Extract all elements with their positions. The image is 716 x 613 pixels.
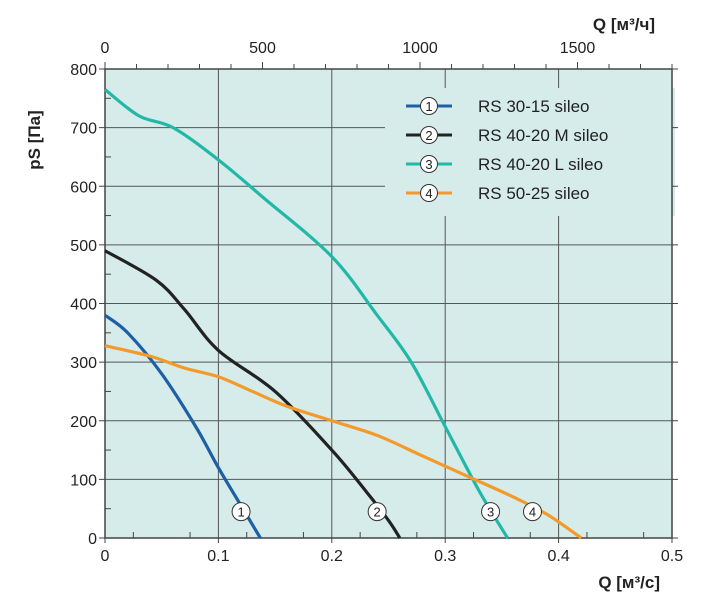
legend-marker-1 bbox=[420, 97, 438, 115]
curve-number-marker bbox=[481, 502, 501, 522]
legend-marker-4 bbox=[420, 184, 438, 202]
curve-number-label: 2 bbox=[374, 505, 381, 520]
legend-marker-3 bbox=[420, 155, 438, 173]
legend-marker-number: 2 bbox=[425, 128, 432, 143]
legend-marker-number: 1 bbox=[425, 99, 432, 114]
y-tick-label: 800 bbox=[70, 62, 97, 79]
curve-number-label: 3 bbox=[487, 505, 494, 520]
legend-label-3: RS 40-20 L sileo bbox=[478, 155, 603, 174]
x-tick-label: 0.5 bbox=[661, 548, 683, 565]
y-tick-label: 700 bbox=[70, 121, 97, 138]
x2-tick-label: 0 bbox=[101, 40, 110, 57]
curve-number-marker bbox=[367, 502, 387, 522]
y-tick-label: 600 bbox=[70, 179, 97, 196]
series-line-3 bbox=[104, 88, 509, 539]
x-tick-label: 0 bbox=[101, 548, 110, 565]
x2-tick-label: 1000 bbox=[402, 40, 438, 57]
legend-label-4: RS 50-25 sileo bbox=[478, 184, 590, 203]
y-tick-label: 0 bbox=[88, 531, 97, 548]
curve-number-marker bbox=[231, 502, 251, 522]
curve-number-label: 4 bbox=[529, 505, 536, 520]
x-tick-label: 0.1 bbox=[207, 548, 229, 565]
curve-number-marker bbox=[523, 502, 543, 522]
y-tick-label: 500 bbox=[70, 238, 97, 255]
x2-tick-label: 500 bbox=[249, 40, 276, 57]
series-line-4 bbox=[104, 344, 583, 540]
x-axis-label: Q [м³/с] bbox=[598, 573, 660, 592]
y-tick-label: 200 bbox=[70, 414, 97, 431]
legend-label-2: RS 40-20 M sileo bbox=[478, 126, 608, 145]
legend-marker-number: 4 bbox=[425, 186, 432, 201]
y-tick-label: 100 bbox=[70, 472, 97, 489]
x2-tick-label: 1500 bbox=[560, 40, 596, 57]
x-tick-label: 0.3 bbox=[434, 548, 456, 565]
legend-label-1: RS 30-15 sileo bbox=[478, 97, 590, 116]
legend-marker-number: 3 bbox=[425, 157, 432, 172]
x2-axis-label: Q [м³/ч] bbox=[593, 15, 655, 34]
legend-marker-2 bbox=[420, 126, 438, 144]
x-tick-label: 0.2 bbox=[321, 548, 343, 565]
x-tick-label: 0.4 bbox=[547, 548, 569, 565]
y-tick-label: 300 bbox=[70, 355, 97, 372]
y-axis-label: pS [Па] bbox=[25, 110, 44, 169]
curve-number-label: 1 bbox=[237, 505, 244, 520]
y-tick-label: 400 bbox=[70, 297, 97, 314]
